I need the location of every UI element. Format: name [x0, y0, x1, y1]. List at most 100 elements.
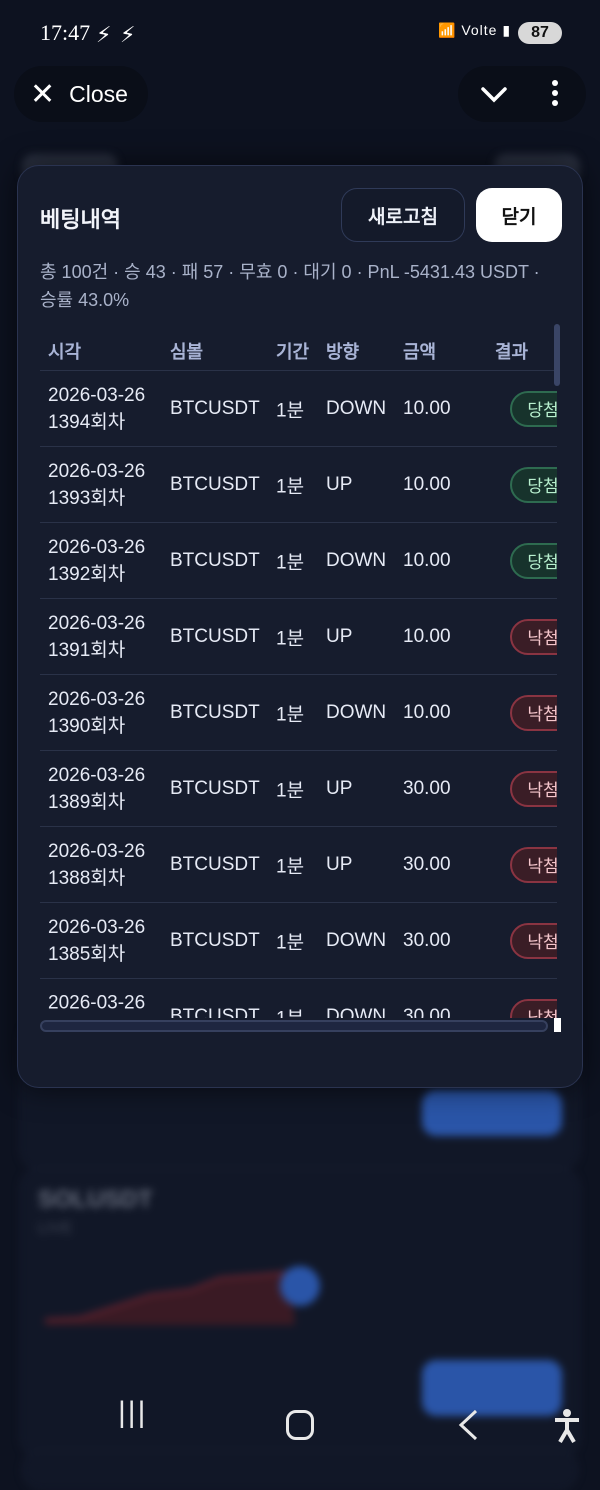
- background-button: [422, 1090, 562, 1136]
- amount-cell: 10.00: [403, 397, 451, 419]
- home-icon[interactable]: [286, 1410, 314, 1440]
- direction-cell: DOWN: [326, 929, 387, 951]
- round: 1393회차: [48, 487, 126, 509]
- round: 1392회차: [48, 563, 126, 585]
- direction-cell: UP: [326, 473, 353, 495]
- table-row[interactable]: 2026-03-26 1389회차 BTCUSDT 1분 UP 30.00 낙첨: [40, 750, 557, 826]
- background-content: SOLUSDT LIVE: [0, 140, 600, 1490]
- amount-cell: 10.00: [403, 549, 451, 571]
- date: 2026-03-26: [48, 916, 146, 938]
- table-row[interactable]: 2026-03-26 1391회차 BTCUSDT 1분 UP 10.00 낙첨: [40, 598, 557, 674]
- period-cell: 1분: [276, 856, 305, 877]
- result-badge: 낙첨: [510, 998, 557, 1018]
- chevron-down-icon[interactable]: [480, 80, 508, 108]
- symbol-cell: BTCUSDT: [170, 929, 260, 951]
- symbol-cell: BTCUSDT: [170, 853, 260, 875]
- symbol-cell: BTCUSDT: [170, 777, 260, 799]
- bolt-icon: ⚡: [96, 22, 112, 47]
- period-cell: 1분: [276, 400, 305, 421]
- time-cell: 2026-03-26: [48, 990, 145, 1017]
- wifi-icon: 📶: [438, 22, 457, 38]
- table-row[interactable]: 2026-03-26 BTCUSDT 1분 DOWN 30.00 낙첨: [40, 978, 557, 1018]
- round: 1394회차: [48, 411, 126, 433]
- date: 2026-03-26: [48, 536, 146, 558]
- column-header: 결과: [495, 342, 529, 362]
- round: 1389회차: [48, 791, 126, 813]
- table-row[interactable]: 2026-03-26 1390회차 BTCUSDT 1분 DOWN 10.00 낙첨: [40, 674, 557, 750]
- column-header: 금액: [403, 342, 437, 362]
- table-row[interactable]: 2026-03-26 1393회차 BTCUSDT 1분 UP 10.00 당첨: [40, 446, 557, 522]
- date: 2026-03-26: [48, 460, 146, 482]
- column-header: 기간: [276, 342, 310, 362]
- amount-cell: 30.00: [403, 929, 451, 951]
- time-cell: 2026-03-26 1389회차: [48, 762, 145, 816]
- betting-history-modal: 베팅내역 새로고침 닫기 총 100건 · 승 43 · 패 57 · 무효 0…: [17, 165, 583, 1088]
- close-button[interactable]: ✕ Close: [14, 66, 148, 122]
- period-cell: 1분: [276, 476, 305, 497]
- bolt-icon: ⚡: [120, 22, 136, 47]
- time-cell: 2026-03-26 1391회차: [48, 610, 145, 664]
- background-button: [422, 1360, 562, 1416]
- symbol-cell: BTCUSDT: [170, 625, 260, 647]
- direction-cell: DOWN: [326, 549, 387, 571]
- close-icon: ✕: [30, 77, 56, 111]
- time-cell: 2026-03-26 1393회차: [48, 458, 145, 512]
- status-bar: 17:47 ⚡ ⚡ 📶 Volte ▮ 87: [0, 0, 600, 64]
- close-label: Close: [69, 80, 128, 107]
- direction-cell: UP: [326, 625, 353, 647]
- column-header: 방향: [326, 342, 360, 362]
- date: 2026-03-26: [48, 612, 146, 634]
- table-row[interactable]: 2026-03-26 1385회차 BTCUSDT 1분 DOWN 30.00 낙첨: [40, 902, 557, 978]
- round: 1390회차: [48, 715, 126, 737]
- symbol-cell: BTCUSDT: [170, 1005, 260, 1019]
- cell-signal-icon: ▮: [502, 22, 512, 38]
- modal-close-button[interactable]: 닫기: [476, 188, 562, 242]
- direction-cell: UP: [326, 777, 353, 799]
- period-cell: 1분: [276, 780, 305, 801]
- background-chart: [44, 1266, 320, 1325]
- accessibility-icon[interactable]: [552, 1408, 582, 1444]
- date: 2026-03-26: [48, 384, 146, 406]
- more-menu-icon[interactable]: [552, 80, 558, 110]
- result-badge: 낙첨: [510, 770, 557, 807]
- result-badge: 낙첨: [510, 618, 557, 655]
- table-row[interactable]: 2026-03-26 1388회차 BTCUSDT 1분 UP 30.00 낙첨: [40, 826, 557, 902]
- direction-cell: UP: [326, 853, 353, 875]
- amount-cell: 30.00: [403, 853, 451, 875]
- symbol-cell: BTCUSDT: [170, 397, 260, 419]
- period-cell: 1분: [276, 552, 305, 573]
- summary-text: 총 100건 · 승 43 · 패 57 · 무효 0 · 대기 0 · PnL…: [40, 262, 540, 310]
- horizontal-scrollbar[interactable]: [40, 1020, 548, 1032]
- result-badge: 낙첨: [510, 694, 557, 731]
- column-header: 시각: [48, 342, 82, 362]
- history-table[interactable]: 시각 심볼 기간 방향 금액 결과 2026-03-26 1394회차 BTCUSD…: [40, 326, 557, 1018]
- recent-apps-icon[interactable]: |||: [118, 1396, 148, 1429]
- result-badge: 낙첨: [510, 922, 557, 959]
- top-actions: [458, 66, 586, 122]
- table-row[interactable]: 2026-03-26 1392회차 BTCUSDT 1분 DOWN 10.00 당첨: [40, 522, 557, 598]
- network-label: Volte: [461, 22, 498, 38]
- symbol-cell: BTCUSDT: [170, 473, 260, 495]
- result-badge: 당첨: [510, 390, 557, 427]
- horizontal-scroll-thumb[interactable]: [554, 1018, 561, 1032]
- result-badge: 당첨: [510, 542, 557, 579]
- table-row[interactable]: 2026-03-26 1394회차 BTCUSDT 1분 DOWN 10.00 당첨: [40, 370, 557, 446]
- amount-cell: 30.00: [403, 777, 451, 799]
- modal-title: 베팅내역: [40, 207, 121, 232]
- direction-cell: DOWN: [326, 701, 387, 723]
- vertical-scrollbar[interactable]: [554, 324, 560, 386]
- period-cell: 1분: [276, 704, 305, 725]
- symbol-cell: BTCUSDT: [170, 701, 260, 723]
- background-live: LIVE: [38, 1220, 73, 1237]
- period-cell: 1분: [276, 1003, 304, 1018]
- column-header: 심볼: [170, 342, 204, 362]
- refresh-button[interactable]: 새로고침: [341, 188, 465, 242]
- date: 2026-03-26: [48, 688, 146, 710]
- direction-cell: DOWN: [326, 397, 387, 419]
- signal-icons: 📶 Volte ▮: [438, 22, 511, 39]
- amount-cell: 30.00: [403, 1005, 451, 1019]
- back-icon[interactable]: [456, 1408, 480, 1442]
- background-symbol: SOLUSDT: [38, 1186, 153, 1213]
- result-badge: 낙첨: [510, 846, 557, 883]
- date: 2026-03-26: [48, 840, 146, 862]
